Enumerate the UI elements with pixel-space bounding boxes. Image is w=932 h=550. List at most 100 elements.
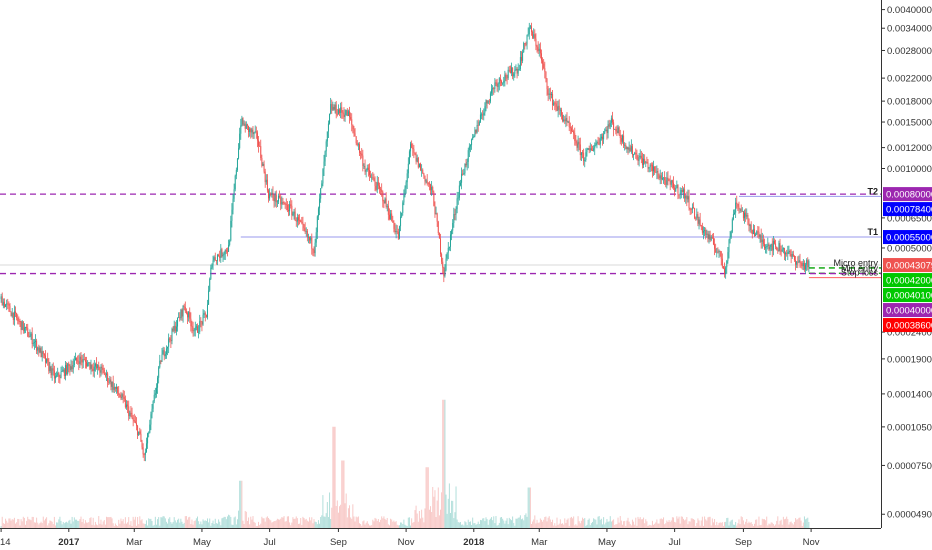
candle <box>587 148 589 150</box>
volume-bar <box>333 426 335 528</box>
candle <box>646 156 648 164</box>
volume-bar <box>223 516 225 528</box>
volume-bar <box>188 517 190 528</box>
volume-bar <box>380 519 382 528</box>
candle-body <box>663 177 665 179</box>
candle <box>592 145 594 152</box>
volume-bar <box>586 524 588 528</box>
volume-bar <box>688 521 690 528</box>
candle <box>160 359 162 365</box>
volume-bar <box>397 525 399 528</box>
candle <box>357 142 359 151</box>
candle <box>341 101 343 119</box>
candle-body <box>214 257 216 261</box>
candle <box>695 216 697 221</box>
volume-bar <box>549 519 551 528</box>
candle-body <box>287 209 289 212</box>
volume-bar <box>230 517 232 528</box>
volume-bar <box>44 518 46 528</box>
volume-bar <box>11 519 13 528</box>
candle <box>639 149 641 160</box>
candle <box>360 150 362 160</box>
candle <box>349 106 351 124</box>
candle-body <box>745 212 747 217</box>
volume-bar <box>608 521 610 528</box>
volume-bar <box>255 525 257 528</box>
candle-body <box>285 203 287 205</box>
volume-bar <box>481 520 483 528</box>
candle-body <box>203 313 205 315</box>
candle-body <box>320 188 322 199</box>
volume-bar <box>106 516 108 528</box>
candle-body <box>643 158 645 166</box>
candle-body <box>29 335 31 338</box>
candle <box>647 158 649 173</box>
candle <box>748 218 750 232</box>
candle-body <box>619 134 621 139</box>
volume-bar <box>271 522 273 528</box>
volume-bar <box>84 520 86 528</box>
volume-bar <box>354 521 356 528</box>
volume-bar <box>219 521 221 528</box>
candle-body <box>42 351 44 355</box>
candle-body <box>87 363 89 367</box>
candle-body <box>259 145 261 147</box>
candle-body <box>90 364 92 369</box>
candle <box>658 173 660 181</box>
volume-bar <box>269 519 271 528</box>
candle-body <box>377 182 379 186</box>
candle <box>346 108 348 117</box>
candle <box>545 71 547 83</box>
candle-body <box>633 154 635 156</box>
candle-body <box>437 221 439 234</box>
candle <box>798 255 800 264</box>
candle <box>556 101 558 112</box>
volume-bar <box>712 522 714 528</box>
candle-body <box>2 301 4 306</box>
candle <box>742 210 744 221</box>
volume-bar <box>711 518 713 528</box>
volume-bar <box>797 519 799 528</box>
candle <box>187 311 189 324</box>
volume-bar <box>241 480 243 528</box>
candle <box>486 99 488 109</box>
candle <box>698 216 700 230</box>
candle <box>564 116 566 125</box>
candle-body <box>212 260 214 265</box>
candle-body <box>520 57 522 61</box>
candle-body <box>374 181 376 186</box>
volume-bar <box>145 520 147 528</box>
volume-bar <box>583 518 585 528</box>
candle <box>499 74 501 87</box>
candle <box>730 230 732 239</box>
time-axis[interactable]: 14 2017 Mar May Jul Sep Nov 2018 Mar May Jul Sep Nov <box>0 528 881 548</box>
candle <box>125 400 127 410</box>
price-axis[interactable]: 0.004000000.003400000.002800000.00220000… <box>881 0 932 528</box>
candle-body <box>386 205 388 207</box>
candle-body <box>570 128 572 132</box>
candle-body <box>427 182 429 184</box>
candle <box>482 110 484 120</box>
candle <box>23 323 25 334</box>
volume-bar <box>501 517 503 528</box>
candle-body <box>768 244 770 250</box>
volume-bar <box>292 517 294 528</box>
volume-bar <box>109 517 111 528</box>
candle <box>199 314 201 335</box>
volume-bar <box>310 520 312 528</box>
candle <box>554 101 556 111</box>
volume-bar <box>405 525 407 528</box>
volume-bar <box>656 519 658 528</box>
candle <box>137 424 139 439</box>
volume-bar <box>705 519 707 528</box>
candle-body <box>451 230 453 235</box>
volume-bar <box>78 520 80 528</box>
candle <box>721 253 723 269</box>
volume-bar <box>71 516 73 528</box>
candle-body <box>587 148 589 150</box>
candle <box>119 393 121 398</box>
volume-bar <box>272 521 274 528</box>
